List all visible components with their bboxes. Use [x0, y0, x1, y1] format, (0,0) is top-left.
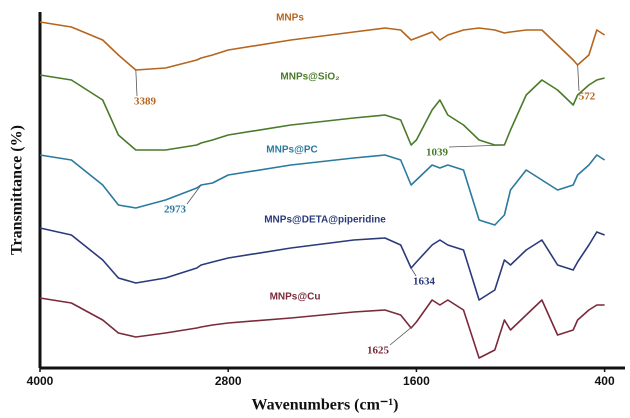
series-label: MNPs — [276, 13, 304, 24]
annotation-leader — [577, 64, 580, 92]
x-tick-label: 400 — [595, 374, 615, 388]
annotation-leader — [410, 267, 417, 277]
spectrum-line — [39, 297, 605, 359]
series-label: MNPs@PC — [266, 145, 317, 156]
annotation-leader — [448, 144, 505, 148]
annotation-label: 1039 — [426, 147, 449, 159]
annotation-label: 1625 — [367, 345, 390, 357]
spectrum-line — [39, 227, 605, 301]
annotation-label: 3389 — [134, 96, 157, 108]
spectrum-line — [39, 154, 606, 226]
series-label: MNPs@Cu — [270, 292, 321, 303]
annotation-label: 2973 — [164, 204, 187, 216]
spectrum-line — [39, 74, 605, 151]
x-axis-title: Wavenumbers (cm⁻¹) — [252, 397, 399, 414]
series-label: MNPs@DETA@piperidine — [264, 215, 386, 226]
y-axis-title: Transmittance (%) — [9, 125, 26, 255]
x-tick-label: 4000 — [27, 374, 54, 388]
annotation-leader — [186, 184, 202, 205]
annotation-label: 572 — [579, 91, 596, 103]
x-tick-label: 2800 — [215, 374, 242, 388]
annotation-label: 1634 — [413, 276, 436, 288]
x-tick-label: 1600 — [403, 374, 430, 388]
spectrum-line — [39, 21, 606, 71]
annotation-leader — [389, 326, 413, 346]
series-label: MNPs@SiO₂ — [280, 72, 339, 83]
annotation-leader — [135, 69, 138, 97]
